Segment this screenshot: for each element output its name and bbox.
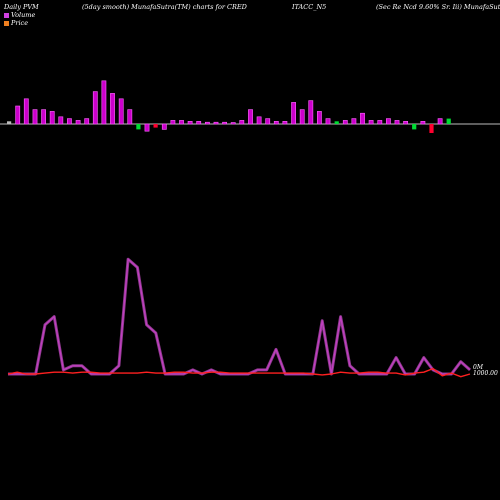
price-line bbox=[7, 367, 471, 378]
volume-bar bbox=[205, 121, 210, 125]
volume-bar bbox=[170, 120, 176, 125]
volume-bar bbox=[23, 98, 29, 125]
volume-bars bbox=[0, 80, 500, 133]
volume-bar bbox=[92, 91, 98, 125]
volume-bar bbox=[153, 124, 158, 128]
volume-bar bbox=[256, 116, 262, 125]
volume-bar bbox=[84, 118, 90, 125]
volume-bar bbox=[239, 120, 245, 125]
volume-bar bbox=[179, 120, 184, 125]
volume-bar bbox=[351, 118, 357, 125]
volume-bar bbox=[161, 123, 167, 130]
volume-bar bbox=[325, 118, 331, 125]
volume-bar bbox=[230, 122, 236, 125]
volume-bar bbox=[437, 118, 443, 125]
volume-line bbox=[8, 258, 471, 375]
volume-bar bbox=[368, 120, 374, 125]
volume-bar bbox=[342, 120, 348, 125]
volume-bar bbox=[403, 121, 408, 125]
volume-bar bbox=[420, 121, 426, 125]
volume-bar bbox=[308, 100, 314, 125]
volume-end-label: 0M bbox=[473, 364, 483, 371]
volume-bar bbox=[75, 120, 81, 125]
volume-bar bbox=[101, 80, 107, 125]
volume-bar bbox=[222, 121, 227, 125]
volume-bar bbox=[273, 121, 279, 125]
volume-bar bbox=[429, 124, 434, 133]
volume-bar bbox=[67, 118, 72, 125]
volume-bar bbox=[196, 121, 202, 125]
volume-bar bbox=[144, 123, 150, 132]
chart-type-label: Daily PVM bbox=[4, 3, 39, 11]
volume-bar bbox=[265, 118, 271, 125]
volume-bar bbox=[110, 93, 115, 125]
volume-bar bbox=[136, 124, 141, 130]
volume-price-lines bbox=[7, 257, 471, 378]
price-swatch bbox=[4, 20, 9, 26]
volume-bar bbox=[187, 121, 193, 125]
legend-volume: Volume bbox=[4, 11, 35, 19]
volume-bar bbox=[360, 112, 365, 125]
volume-bar bbox=[412, 124, 417, 130]
chart-title: (5day smooth) MunafaSutra(TM) charts for… bbox=[82, 3, 247, 11]
volume-bar bbox=[49, 111, 55, 125]
chart-company: (Sec Re Ncd 9.60% Sr. Iii) MunafaSutra.c… bbox=[376, 3, 500, 11]
volume-bar bbox=[282, 121, 288, 125]
volume-bar bbox=[316, 111, 322, 125]
volume-bar bbox=[58, 116, 64, 125]
volume-bar bbox=[334, 121, 339, 124]
volume-bar bbox=[213, 121, 219, 125]
legend-price: Price bbox=[4, 19, 28, 27]
volume-bar bbox=[446, 118, 451, 124]
volume-bar bbox=[394, 120, 400, 125]
legend-volume-label: Volume bbox=[11, 11, 36, 19]
volume-bar bbox=[299, 109, 305, 125]
volume-line-glow bbox=[8, 257, 471, 376]
volume-bar bbox=[291, 102, 296, 125]
legend-price-label: Price bbox=[11, 19, 29, 27]
volume-bar bbox=[7, 121, 12, 124]
volume-bar bbox=[385, 118, 391, 125]
volume-bar bbox=[32, 109, 38, 125]
price-end-label: 1000.00 bbox=[473, 370, 498, 377]
volume-bar bbox=[15, 105, 21, 125]
volume-bar bbox=[377, 120, 383, 125]
chart-symbol: ITACC_N5 bbox=[292, 3, 327, 11]
volume-bar bbox=[41, 109, 46, 125]
volume-bar bbox=[127, 109, 133, 125]
volume-bar bbox=[118, 98, 124, 125]
volume-swatch bbox=[4, 12, 9, 18]
volume-bar bbox=[248, 109, 253, 125]
